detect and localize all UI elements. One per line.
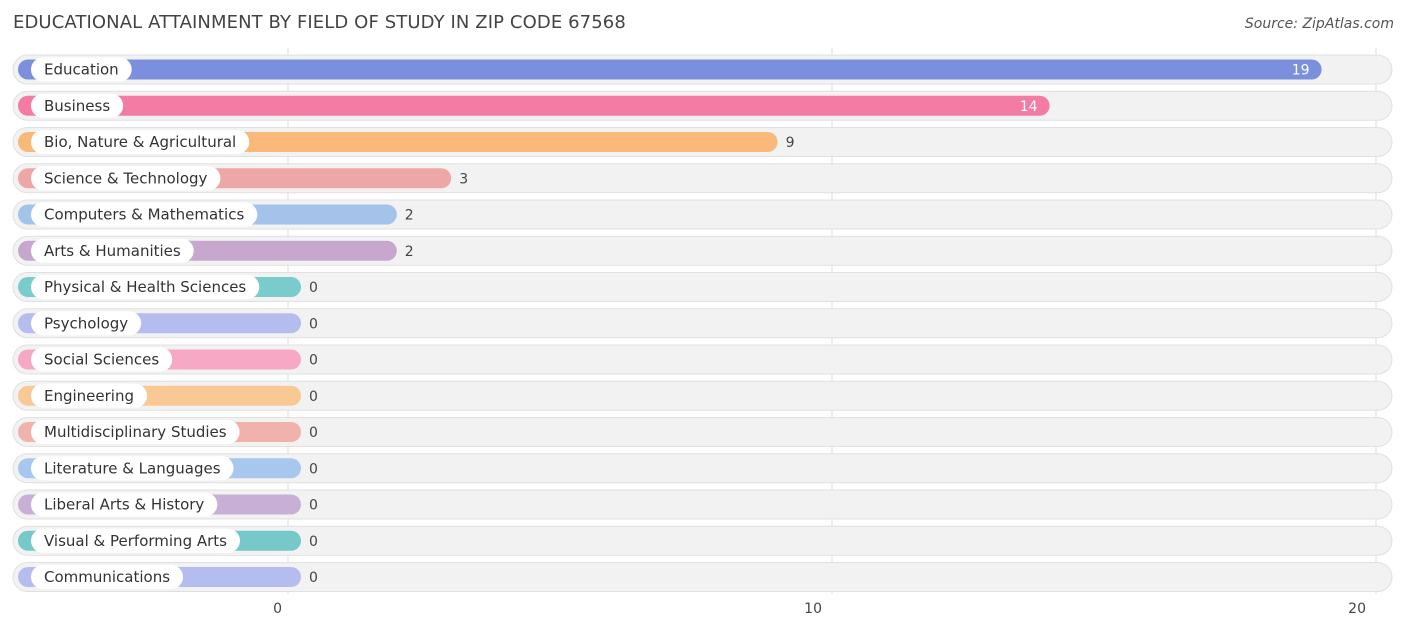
category-label: Psychology	[44, 314, 128, 332]
category-label-background	[31, 166, 221, 191]
category-label-background	[31, 57, 132, 82]
x-tick-label: 20	[1348, 601, 1366, 617]
row-background	[12, 525, 1393, 556]
bar	[18, 59, 1322, 80]
bar-row: Science & Technology 3	[12, 163, 1393, 194]
row-background	[12, 417, 1393, 447]
category-label-background	[31, 275, 260, 299]
category-label-background	[31, 528, 240, 553]
category-label-background	[31, 456, 234, 481]
category-label: Arts & Humanities	[44, 242, 181, 260]
category-label: Education	[44, 61, 119, 79]
value-label: 19	[1292, 63, 1310, 79]
row-background	[12, 308, 1393, 339]
bar-row: Multidisciplinary Studies 0	[12, 417, 1393, 447]
value-label: 2	[405, 208, 414, 224]
value-label: 14	[1020, 99, 1038, 115]
value-label: 0	[309, 425, 318, 441]
category-label: Social Sciences	[44, 351, 159, 369]
category-label-background	[31, 238, 194, 263]
value-label: 0	[309, 280, 318, 296]
bar-row: Psychology 0	[12, 308, 1393, 339]
x-tick-label: 10	[804, 601, 822, 617]
value-label: 0	[309, 570, 318, 586]
value-label: 2	[405, 244, 414, 260]
category-label: Science & Technology	[44, 169, 208, 187]
bar-row: Communications 0	[12, 562, 1393, 592]
row-background	[12, 489, 1393, 520]
bar-row: Liberal Arts & History 0	[12, 489, 1393, 520]
category-label: Business	[44, 97, 110, 115]
bar	[18, 95, 1050, 116]
category-label-background	[31, 420, 240, 444]
value-label: 0	[309, 498, 318, 514]
category-label-background	[31, 492, 218, 517]
category-label: Liberal Arts & History	[44, 496, 204, 514]
value-label: 3	[459, 171, 468, 187]
bar-row: Arts & Humanities 2	[12, 235, 1393, 266]
category-label-background	[31, 311, 142, 336]
value-label: 0	[309, 534, 318, 550]
category-label-background	[31, 202, 258, 227]
category-label: Computers & Mathematics	[44, 206, 244, 224]
bar-row: Literature & Languages 0	[12, 453, 1393, 484]
bar-row: Business 14	[12, 90, 1393, 121]
row-background	[12, 344, 1393, 375]
chart-source: Source: ZipAtlas.com	[1244, 16, 1394, 32]
row-background	[12, 272, 1393, 302]
category-label-background	[31, 383, 147, 408]
category-label-background	[31, 130, 250, 154]
category-label-background	[31, 347, 173, 372]
row-background	[12, 453, 1393, 484]
value-label: 0	[309, 389, 318, 405]
row-background	[12, 562, 1393, 592]
category-label: Multidisciplinary Studies	[44, 423, 227, 441]
bar-row: Physical & Health Sciences 0	[12, 272, 1393, 302]
value-label: 0	[309, 316, 318, 332]
category-label-background	[31, 565, 184, 589]
value-label: 0	[309, 353, 318, 369]
category-label: Physical & Health Sciences	[44, 278, 246, 296]
category-label-background	[31, 93, 124, 118]
bar-row: Computers & Mathematics 2	[12, 199, 1393, 230]
bar-row: Visual & Performing Arts 0	[12, 525, 1393, 556]
category-label: Communications	[44, 568, 170, 586]
chart-title: EDUCATIONAL ATTAINMENT BY FIELD OF STUDY…	[13, 12, 626, 33]
row-background	[12, 380, 1393, 411]
bar-row: Social Sciences 0	[12, 344, 1393, 375]
value-label: 0	[309, 461, 318, 477]
bar-row: Education 19	[12, 54, 1393, 85]
category-label: Visual & Performing Arts	[44, 532, 227, 550]
x-tick-label: 0	[273, 601, 282, 617]
category-label: Bio, Nature & Agricultural	[44, 133, 236, 151]
bar-row: Bio, Nature & Agricultural 9	[12, 127, 1393, 157]
value-label: 9	[786, 135, 795, 151]
category-label: Engineering	[44, 387, 134, 405]
category-label: Literature & Languages	[44, 459, 221, 477]
bar-row: Engineering 0	[12, 380, 1393, 411]
